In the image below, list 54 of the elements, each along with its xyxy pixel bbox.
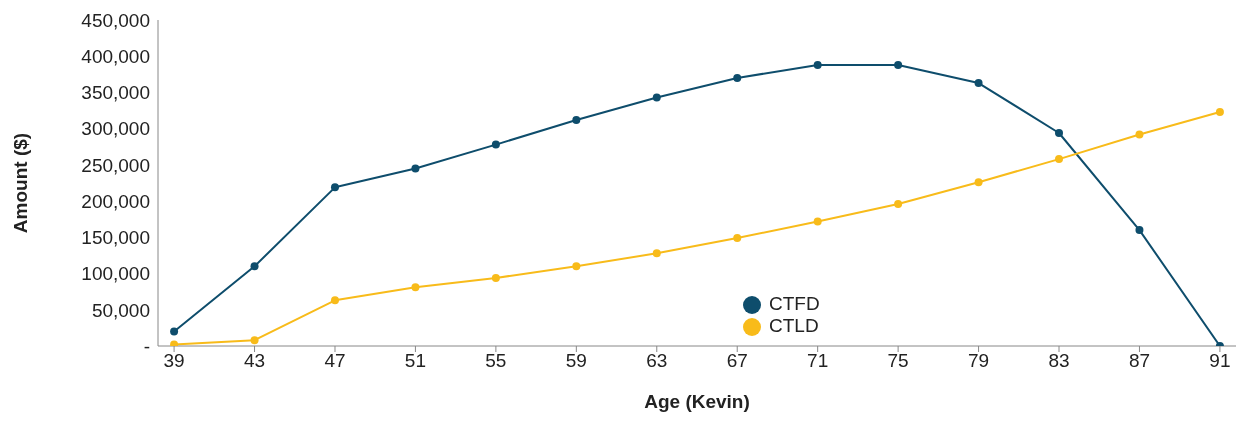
point (652, 249, 661, 258)
x-tick-label: 39 (163, 350, 185, 372)
y-axis-title: Amount ($) (9, 132, 31, 234)
point (1135, 130, 1144, 139)
point (250, 262, 259, 271)
x-tick-label: 59 (565, 350, 587, 372)
point (894, 60, 903, 69)
point (330, 296, 339, 305)
point (974, 178, 983, 187)
point (733, 234, 742, 243)
y-tick-label: 450,000 (81, 9, 150, 31)
point (813, 60, 822, 69)
x-tick-label: 71 (807, 350, 829, 372)
legend-label: CTLD (769, 315, 819, 336)
legend-label: CTFD (769, 293, 820, 314)
point (491, 273, 500, 282)
y-tick-label: 150,000 (81, 227, 150, 249)
y-tick-label: 50,000 (91, 299, 150, 321)
x-tick-label: 55 (485, 350, 507, 372)
x-tick-label: 63 (646, 350, 668, 372)
point (411, 283, 420, 292)
x-tick-label: 87 (1128, 350, 1151, 372)
point (1215, 108, 1224, 116)
y-tick-label: 300,000 (81, 118, 150, 140)
point (813, 217, 822, 226)
y-tick-label: 250,000 (81, 154, 150, 176)
point (733, 73, 742, 82)
point (1055, 129, 1064, 138)
point (170, 327, 179, 336)
point (652, 93, 661, 102)
x-tick-label: 79 (968, 350, 990, 372)
point (491, 140, 500, 149)
point (411, 164, 420, 173)
x-tick-label: 47 (324, 350, 346, 372)
point (250, 336, 259, 345)
x-tick-label: 75 (887, 350, 909, 372)
y-tick-label: 100,000 (81, 263, 150, 285)
y-tick-label: 200,000 (81, 190, 150, 212)
x-axis-title: Age (Kevin) (644, 391, 750, 412)
point (974, 79, 983, 88)
x-tick-label: 83 (1048, 350, 1070, 372)
x-tick-label: 43 (243, 350, 266, 372)
y-tick-label: 400,000 (81, 45, 150, 67)
point (572, 115, 581, 124)
point (1135, 226, 1144, 235)
point (330, 183, 339, 192)
point (572, 262, 581, 271)
y-tick-label: 350,000 (81, 82, 150, 104)
y-tick-label: - (143, 335, 150, 357)
x-tick-label: 67 (726, 350, 748, 372)
x-tick-label: 51 (404, 350, 426, 372)
x-tick-label: 91 (1209, 350, 1231, 372)
point (1055, 155, 1064, 164)
point (894, 200, 903, 209)
